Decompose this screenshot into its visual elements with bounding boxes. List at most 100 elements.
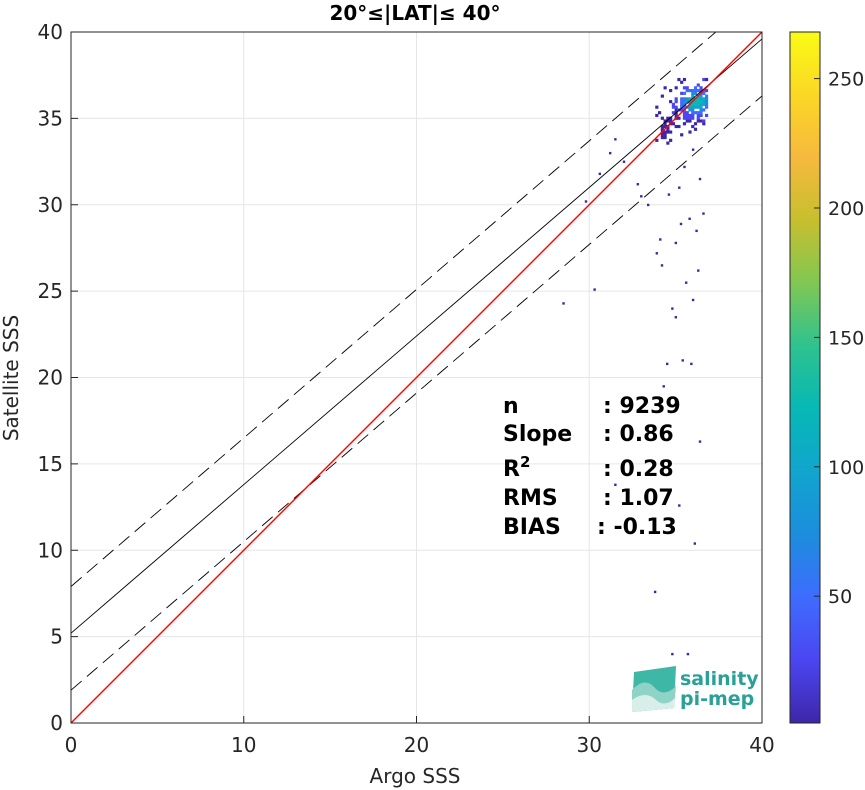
- stat-r2-label: R2: [503, 453, 530, 482]
- colorbar-tick-label: 100: [828, 457, 864, 479]
- data-point: [691, 298, 695, 302]
- density-bin: [702, 77, 706, 82]
- density-bin: [699, 94, 703, 98]
- colorbar-ticks: 50 100 150 200 250: [814, 69, 864, 608]
- density-bin: [699, 113, 703, 118]
- density-bin: [685, 111, 689, 115]
- density-bin: [693, 122, 698, 126]
- density-bin: [682, 100, 687, 104]
- density-bin: [685, 116, 689, 120]
- stat-slope-value: : 0.86: [603, 422, 674, 447]
- density-bin: [704, 97, 709, 101]
- stat-bias-label: BIAS: [503, 515, 561, 540]
- density-bin: [671, 122, 675, 126]
- density-bin: [674, 124, 678, 129]
- density-bin: [696, 102, 700, 106]
- data-point: [640, 195, 643, 198]
- density-bin: [682, 91, 687, 95]
- density-bin: [699, 105, 703, 109]
- density-bin: [699, 100, 703, 104]
- density-bin: [699, 111, 703, 115]
- density-bin: [663, 130, 667, 134]
- colorbar-tick-label: 200: [828, 198, 864, 220]
- stat-slope-label: Slope: [503, 422, 572, 447]
- data-point: [584, 200, 588, 203]
- density-bin: [699, 89, 703, 93]
- density-bin: [702, 119, 706, 123]
- density-bin: [704, 94, 709, 98]
- density-bin: [660, 94, 664, 98]
- chart-title: 20°≤|LAT|≤ 40°: [329, 1, 500, 25]
- density-bin: [671, 102, 675, 106]
- density-bin: [693, 91, 698, 95]
- density-bin: [671, 111, 675, 115]
- density-bin: [691, 111, 695, 115]
- colorbar-tick-label: 50: [828, 586, 852, 608]
- density-bin: [677, 77, 681, 82]
- density-bin: [660, 133, 664, 137]
- x-tick-label: 0: [65, 733, 78, 757]
- density-bin: [702, 102, 706, 106]
- density-bin: [688, 108, 692, 112]
- density-bin: [696, 113, 700, 118]
- data-point: [622, 160, 626, 163]
- density-bin: [691, 108, 695, 112]
- density-bin: [663, 124, 667, 129]
- stat-n-label: n: [503, 394, 519, 419]
- y-tick-label: 20: [38, 366, 63, 390]
- density-bin: [666, 119, 670, 123]
- density-bin: [688, 119, 692, 123]
- density-bin: [704, 77, 709, 82]
- lower-bound-line: [71, 95, 762, 691]
- data-point: [671, 652, 674, 656]
- stat-rms-label: RMS: [503, 486, 558, 511]
- density-bin: [674, 100, 678, 104]
- density-bin: [677, 116, 681, 120]
- data-point: [614, 483, 617, 487]
- density-bin: [663, 133, 667, 137]
- density-bin: [660, 124, 664, 129]
- data-point: [702, 212, 705, 215]
- density-bin: [702, 97, 706, 101]
- density-bin: [682, 97, 687, 101]
- data-point: [653, 590, 657, 594]
- density-bin: [674, 86, 678, 90]
- stat-bias-value: : -0.13: [597, 515, 677, 540]
- one-to-one-line: [71, 32, 762, 723]
- density-bin: [663, 119, 667, 123]
- density-bin: [669, 100, 673, 104]
- density-bin: [682, 113, 687, 118]
- y-tick-label: 35: [38, 106, 63, 130]
- density-bin: [680, 133, 684, 137]
- density-bin: [702, 100, 706, 104]
- density-bin: [688, 97, 692, 101]
- density-bin: [696, 105, 700, 109]
- density-bin: [696, 83, 700, 87]
- data-point: [679, 222, 683, 226]
- density-bin: [696, 89, 700, 93]
- data-point: [593, 288, 596, 291]
- density-bin: [680, 91, 684, 95]
- density-bin: [693, 100, 698, 104]
- density-bin: [699, 97, 703, 101]
- density-bin: [671, 105, 675, 109]
- density-bin: [691, 105, 695, 109]
- density-bin: [655, 113, 659, 118]
- stat-n-value: : 9239: [603, 394, 681, 419]
- density-bin: [688, 116, 692, 120]
- y-tick-label: 10: [38, 538, 63, 562]
- density-bin: [680, 102, 684, 106]
- density-bin: [660, 127, 664, 131]
- data-point: [660, 264, 664, 267]
- density-bin: [691, 113, 695, 118]
- density-bin: [702, 122, 706, 126]
- density-bin: [691, 116, 695, 120]
- logo-text-line2: pi-mep: [680, 688, 754, 710]
- data-point: [674, 241, 678, 245]
- density-bin: [691, 102, 695, 106]
- density-bin: [682, 86, 687, 90]
- density-bin: [693, 86, 698, 90]
- density-bin: [663, 86, 667, 90]
- density-bin: [674, 108, 678, 112]
